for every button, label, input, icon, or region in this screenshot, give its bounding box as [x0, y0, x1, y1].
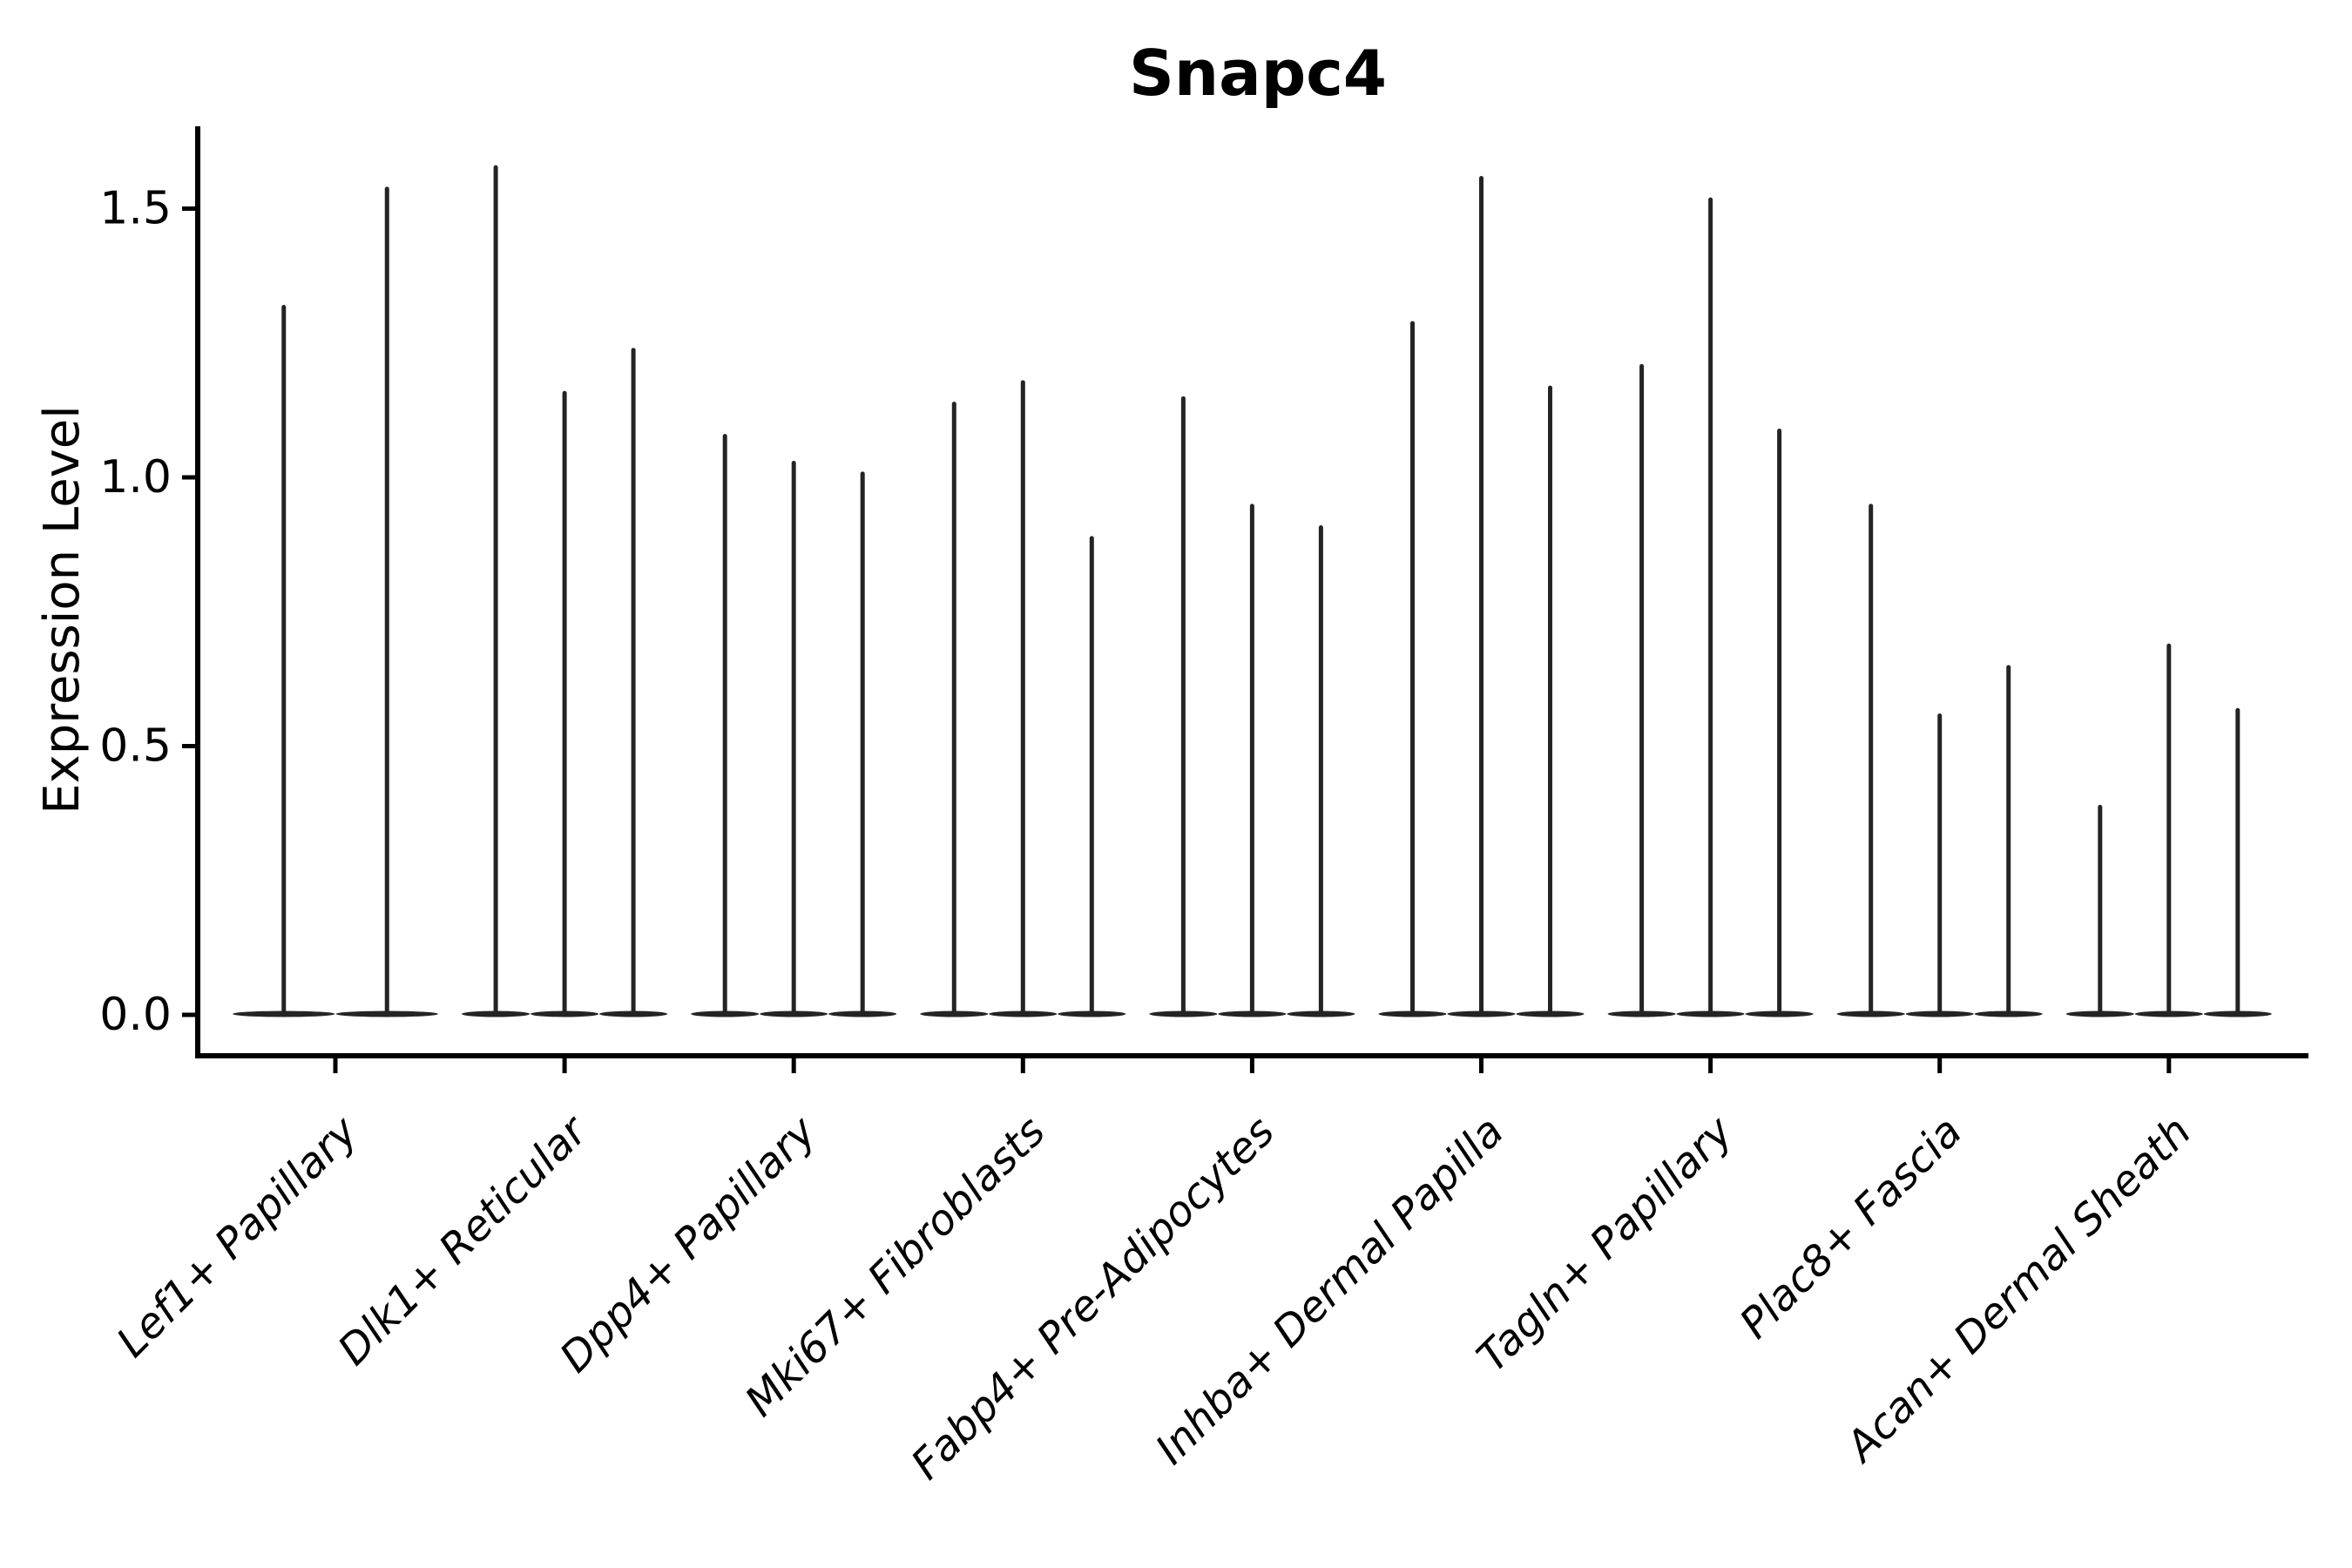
violin-group	[2065, 643, 2272, 1017]
x-tick-label: Dpp4+ Papillary	[551, 1106, 826, 1382]
y-tick-label: 0.0	[99, 989, 172, 1041]
violin-group	[233, 186, 438, 1017]
violin-group	[1607, 197, 1814, 1017]
y-tick-label: 1.0	[99, 451, 172, 504]
x-tick-label: Plac8+ Fascia	[1731, 1107, 1972, 1348]
violin-group	[920, 380, 1126, 1017]
x-tick-label: Lef1+ Papillary	[107, 1106, 368, 1367]
x-tick-label: Dlk1+ Reticular	[328, 1105, 598, 1375]
x-tick-label: Tagln+ Papillary	[1468, 1106, 1743, 1382]
y-tick-label: 0.5	[99, 720, 172, 773]
violin-group	[1378, 175, 1585, 1017]
plot-title: Snapc4	[1128, 37, 1388, 110]
y-tick-label: 1.5	[99, 183, 172, 235]
violin-group	[691, 434, 897, 1017]
x-tick-label: Fabp4+ Pre-Adipocytes	[902, 1107, 1284, 1490]
violin-group	[1836, 504, 2043, 1017]
violin-group	[462, 165, 668, 1017]
violin-group	[1149, 395, 1355, 1017]
